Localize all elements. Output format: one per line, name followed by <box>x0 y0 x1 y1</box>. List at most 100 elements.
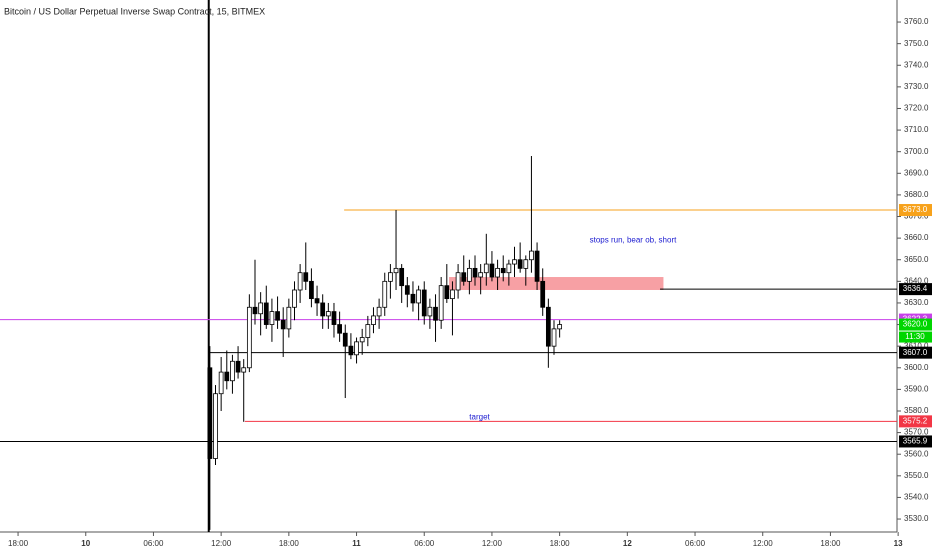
level-label: 3607.0 <box>903 348 928 357</box>
x-tick-label: 12:00 <box>482 539 503 548</box>
candle-body <box>444 285 450 300</box>
plot-area: stops run, bear ob, short target <box>0 0 897 532</box>
candle-body <box>500 267 506 274</box>
x-tick-label: 06:00 <box>414 539 435 548</box>
candle-body <box>297 272 303 291</box>
candle-body <box>517 259 523 269</box>
y-tick-label: 3690.0 <box>904 168 929 177</box>
y-tick-label: 3750.0 <box>904 39 929 48</box>
y-tick-label: 3720.0 <box>904 104 929 113</box>
level-label-box <box>899 204 932 217</box>
candle-body <box>421 289 427 317</box>
candle-body <box>410 293 416 304</box>
candle-body <box>393 267 399 274</box>
candle-body <box>325 311 331 317</box>
candle-body <box>309 280 314 300</box>
candle-body <box>472 267 478 278</box>
y-tick-label: 3550.0 <box>904 471 929 480</box>
last-price-box <box>899 318 932 331</box>
candle-body <box>399 267 405 287</box>
candle-body <box>534 250 540 282</box>
candle-body <box>433 306 438 321</box>
last-price-label: 3620.0 <box>903 320 928 329</box>
y-tick-label: 3640.0 <box>904 276 929 285</box>
candle-body <box>523 259 529 269</box>
candle-body <box>404 285 410 295</box>
candle-body <box>512 259 517 265</box>
annotation: stops run, bear ob, short <box>590 235 677 244</box>
candle-body <box>359 337 365 343</box>
candle-body <box>246 306 252 369</box>
candle-body <box>371 315 376 325</box>
candle-body <box>320 302 326 317</box>
candle-body <box>269 311 275 325</box>
candle-body <box>483 263 489 274</box>
y-tick-label: 3600.0 <box>904 363 929 372</box>
candle-body <box>275 311 280 321</box>
candle-body <box>263 302 269 325</box>
y-tick-label: 3590.0 <box>904 384 929 393</box>
candle-body <box>455 272 461 291</box>
candle-body <box>388 272 393 282</box>
x-tick-label: 10 <box>81 539 90 548</box>
level-label: 3636.4 <box>903 284 928 293</box>
level-label: 3673.0 <box>903 205 928 214</box>
candle-body <box>450 289 455 300</box>
candle-body <box>258 302 264 315</box>
x-tick-label: 12 <box>623 539 632 548</box>
candle-body <box>438 285 444 321</box>
candle-body <box>280 319 286 330</box>
y-tick-label: 3630.0 <box>904 298 929 307</box>
candle-body <box>207 367 213 459</box>
x-tick-label: 18:00 <box>8 539 29 548</box>
candle-body <box>286 306 292 330</box>
y-tick-label: 3710.0 <box>904 125 929 134</box>
y-tick-label: 3560.0 <box>904 449 929 458</box>
y-tick-label: 3540.0 <box>904 493 929 502</box>
y-tick-label: 3530.0 <box>904 514 929 523</box>
candle-body <box>545 306 551 347</box>
x-tick-label: 12:00 <box>211 539 232 548</box>
candle-body <box>342 332 348 347</box>
candle-body <box>376 306 382 317</box>
x-tick-label: 11 <box>352 539 361 548</box>
annotation: target <box>469 413 490 422</box>
x-tick-label: 13 <box>894 539 903 548</box>
x-tick-label: 06:00 <box>685 539 706 548</box>
candle-body <box>337 324 342 334</box>
x-tick-label: 18:00 <box>820 539 841 548</box>
level-label: 3565.9 <box>903 437 928 446</box>
candle-body <box>354 341 359 356</box>
y-tick-label: 3700.0 <box>904 147 929 156</box>
candle-body <box>348 345 354 356</box>
y-tick-label: 3580.0 <box>904 406 929 415</box>
candle-body <box>292 289 297 308</box>
level-label-box <box>899 346 932 359</box>
level-label-box <box>899 435 932 448</box>
candle-body <box>529 250 534 261</box>
candle-body <box>466 267 472 282</box>
countdown-label: 11:30 <box>905 332 925 341</box>
y-tick-label: 3680.0 <box>904 190 929 199</box>
countdown-box <box>899 331 932 343</box>
y-tick-label: 3660.0 <box>904 233 929 242</box>
y-tick-label: 3570.0 <box>904 428 929 437</box>
candle-body <box>230 360 235 382</box>
candle-body <box>252 306 258 315</box>
candle-body <box>489 263 495 278</box>
candle-body <box>478 272 484 278</box>
y-tick-label: 3650.0 <box>904 255 929 264</box>
candle-body <box>235 360 241 373</box>
candle-body <box>241 367 247 373</box>
candle-body <box>303 272 309 282</box>
candle-body <box>365 324 371 338</box>
candle-body <box>331 311 337 325</box>
candle-body <box>416 289 421 304</box>
y-tick-label: 3670.0 <box>904 212 929 221</box>
candle-body <box>540 280 546 308</box>
x-tick-label: 18:00 <box>279 539 300 548</box>
y-tick-label: 3730.0 <box>904 82 929 91</box>
candle-body <box>224 371 230 382</box>
candle-body <box>314 298 320 304</box>
candle-body <box>382 280 388 308</box>
